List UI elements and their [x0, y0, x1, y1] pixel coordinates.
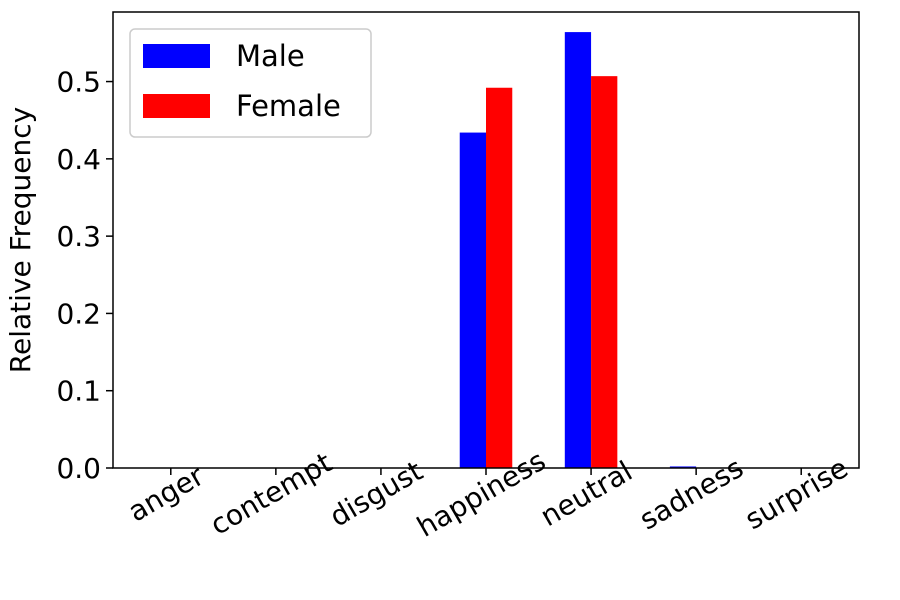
- bar-female-neutral: [591, 76, 618, 468]
- y-tick-label: 0.4: [56, 143, 101, 176]
- y-tick-label: 0.5: [56, 66, 101, 99]
- legend: Male Female: [129, 28, 372, 138]
- legend-swatch-female: [143, 94, 210, 118]
- legend-label-male: Male: [236, 39, 305, 73]
- x-tick-label-sadness: sadness: [634, 451, 749, 536]
- legend-swatch-male: [143, 44, 210, 68]
- bar-male-neutral: [564, 32, 592, 469]
- x-tick-label-disgust: disgust: [324, 454, 428, 533]
- bar-male-sadness: [669, 466, 697, 468]
- bar-female-happiness: [486, 87, 513, 468]
- y-tick-label: 0.3: [56, 220, 101, 253]
- y-axis: 0.0 0.1 0.2 0.3 0.4 0.5: [56, 66, 113, 485]
- legend-label-female: Female: [236, 89, 341, 123]
- x-tick-label-contempt: contempt: [205, 446, 338, 542]
- bar-male-happiness: [459, 132, 486, 468]
- bars-layer: [459, 32, 697, 469]
- y-tick-label: 0.0: [56, 452, 101, 485]
- y-tick-label: 0.2: [56, 297, 101, 330]
- y-tick-label: 0.1: [56, 375, 101, 408]
- x-tick-label-anger: anger: [123, 459, 210, 529]
- y-axis-title: Relative Frequency: [4, 107, 37, 373]
- x-tick-label-surprise: surprise: [739, 451, 853, 536]
